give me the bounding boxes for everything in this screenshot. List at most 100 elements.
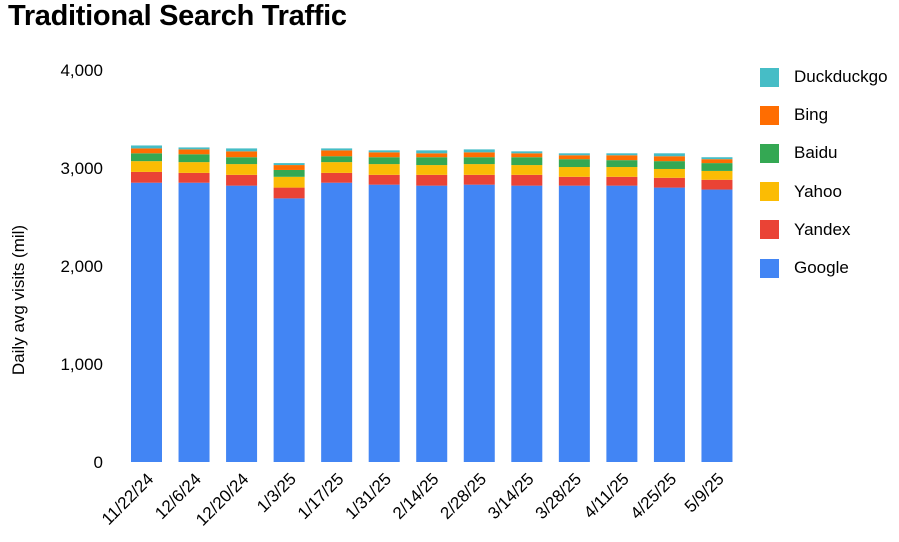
bar-segment-bing xyxy=(178,149,210,155)
bar-segment-google xyxy=(226,185,258,462)
bar-segment-bing xyxy=(416,153,448,158)
bar-segment-google xyxy=(273,198,305,462)
bar-segment-baidu xyxy=(606,160,638,168)
bar-segment-bing xyxy=(511,153,543,158)
legend-swatch xyxy=(760,258,779,278)
bar-segment-yandex xyxy=(653,177,685,188)
bar-segment-duckduckgo xyxy=(321,148,353,151)
bar-segment-google xyxy=(368,184,400,462)
bar-segment-baidu xyxy=(463,157,495,165)
bar-segment-duckduckgo xyxy=(273,163,305,166)
bar-segment-duckduckgo xyxy=(368,150,400,153)
legend-item-yahoo: Yahoo xyxy=(760,173,888,211)
y-axis-title: Daily avg visits (mil) xyxy=(9,225,28,375)
bar-segment-google xyxy=(416,185,448,462)
legend-swatch xyxy=(760,182,779,202)
bar-segment-duckduckgo xyxy=(416,150,448,154)
bar-segment-baidu xyxy=(368,157,400,165)
bar-segment-duckduckgo xyxy=(511,151,543,154)
bar-segment-baidu xyxy=(178,154,210,163)
legend-label: Baidu xyxy=(794,143,838,163)
bar-segment-yahoo xyxy=(131,161,162,172)
bar-segment-duckduckgo xyxy=(701,157,733,160)
bar-segment-google xyxy=(131,182,162,462)
bar-segment-bing xyxy=(226,151,258,158)
bar-segment-google xyxy=(511,185,543,462)
bar-segment-bing xyxy=(606,155,638,161)
bar-segment-duckduckgo xyxy=(178,147,210,150)
bar-segment-baidu xyxy=(653,161,685,169)
bar-segment-yahoo xyxy=(558,167,590,177)
bar-segment-google xyxy=(558,185,590,462)
x-tick-label: 2/14/25 xyxy=(389,469,443,523)
chart-title: Traditional Search Traffic xyxy=(8,0,347,32)
bar-segment-bing xyxy=(653,156,685,162)
bar-segment-google xyxy=(701,189,733,462)
y-tick-label: 1,000 xyxy=(60,355,103,374)
bar-segment-baidu xyxy=(226,157,258,165)
x-tick-label: 3/28/25 xyxy=(532,469,586,523)
legend-swatch xyxy=(760,143,779,163)
x-tick-label: 2/28/25 xyxy=(437,469,491,523)
bar-segment-yandex xyxy=(178,172,210,183)
legend-swatch xyxy=(760,105,779,125)
bar-segment-bing xyxy=(463,152,495,158)
legend-swatch xyxy=(760,67,779,87)
bar-segment-google xyxy=(321,182,353,462)
bar-segment-bing xyxy=(368,152,400,158)
legend-swatch xyxy=(760,220,779,240)
x-tick-label: 5/9/25 xyxy=(681,469,728,516)
bar-segment-yandex xyxy=(463,174,495,185)
bar-segment-duckduckgo xyxy=(226,148,258,152)
x-tick-label: 12/20/24 xyxy=(192,469,252,529)
bar-segment-yahoo xyxy=(178,162,210,173)
bar-segment-bing xyxy=(273,165,305,170)
y-tick-label: 3,000 xyxy=(60,159,103,178)
y-tick-labels: 0 1,000 2,000 3,000 4,000 xyxy=(60,61,103,472)
legend-label: Google xyxy=(794,258,849,278)
bar-segment-yandex xyxy=(416,174,448,186)
bar-segment-yahoo xyxy=(511,165,543,175)
legend-label: Duckduckgo xyxy=(794,67,888,87)
bar-segment-baidu xyxy=(321,156,353,163)
y-tick-label: 0 xyxy=(94,453,103,472)
legend-label: Bing xyxy=(794,105,829,125)
legend-item-bing: Bing xyxy=(760,96,888,134)
bar-segment-yandex xyxy=(321,172,353,183)
bar-segment-yandex xyxy=(273,187,305,199)
bar-segment-baidu xyxy=(416,157,448,166)
bar-segment-duckduckgo xyxy=(606,153,638,156)
bar-segment-google xyxy=(463,184,495,462)
legend-item-google: Google xyxy=(760,249,888,287)
x-tick-label: 11/22/24 xyxy=(98,469,157,528)
bar-segment-yahoo xyxy=(321,162,353,173)
x-tick-label: 1/31/25 xyxy=(341,469,395,523)
bar-segment-bing xyxy=(321,150,353,157)
bar-segment-yahoo xyxy=(701,170,733,180)
bar-segment-yandex xyxy=(606,176,638,186)
bar-segment-yahoo xyxy=(368,164,400,175)
legend: Duckduckgo Bing Baidu Yahoo Yandex Google xyxy=(760,58,888,287)
bar-segment-baidu xyxy=(701,163,733,171)
bar-segment-bing xyxy=(131,148,162,154)
bar-segment-baidu xyxy=(511,157,543,166)
bar-segment-baidu xyxy=(131,153,162,162)
legend-label: Yandex xyxy=(794,219,851,239)
y-axis-title-group: Daily avg visits (mil) xyxy=(9,225,28,375)
bar-segment-yahoo xyxy=(226,164,258,175)
legend-item-duckduckgo: Duckduckgo xyxy=(760,58,888,96)
y-tick-label: 4,000 xyxy=(60,61,103,80)
bar-segment-bing xyxy=(701,159,733,164)
bars xyxy=(131,145,733,462)
bar-segment-google xyxy=(178,182,210,462)
bar-segment-yahoo xyxy=(653,168,685,178)
bar-segment-duckduckgo xyxy=(131,145,162,149)
bar-segment-yahoo xyxy=(273,176,305,188)
bar-segment-duckduckgo xyxy=(653,153,685,157)
x-tick-label: 4/25/25 xyxy=(627,469,681,523)
bar-segment-duckduckgo xyxy=(558,153,590,156)
bar-segment-yandex xyxy=(511,174,543,186)
y-tick-label: 2,000 xyxy=(60,257,103,276)
bar-segment-yandex xyxy=(701,179,733,190)
